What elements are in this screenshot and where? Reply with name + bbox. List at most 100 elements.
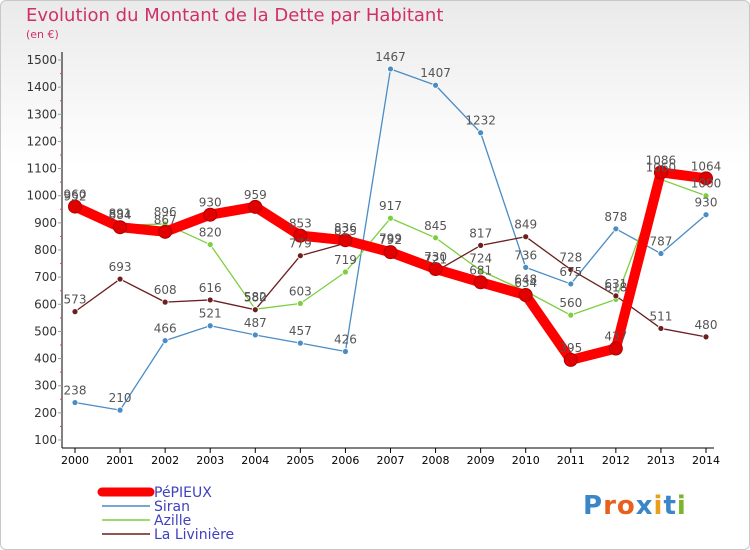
data-point <box>248 199 263 214</box>
data-label: 817 <box>469 226 492 240</box>
y-tick-label: 1300 <box>26 107 57 121</box>
data-point <box>116 406 124 414</box>
data-point <box>567 311 575 319</box>
data-label: 820 <box>199 226 222 240</box>
x-tick-label: 2005 <box>286 454 314 467</box>
data-label: 730 <box>424 250 447 264</box>
data-point <box>338 233 353 248</box>
legend-label: La Livinière <box>154 527 234 543</box>
y-tick-label: 900 <box>34 216 57 230</box>
data-label: 884 <box>109 208 132 222</box>
data-label: 959 <box>244 188 267 202</box>
x-tick-label: 2006 <box>331 454 359 467</box>
data-point <box>702 333 710 341</box>
y-tick-label: 500 <box>34 324 57 338</box>
data-label: 634 <box>514 276 537 290</box>
data-label: 560 <box>559 296 582 310</box>
y-tick-label: 700 <box>34 270 57 284</box>
x-tick-label: 2011 <box>557 454 585 467</box>
data-label: 681 <box>469 263 492 277</box>
data-point <box>71 399 79 406</box>
data-point <box>383 245 398 260</box>
data-point <box>342 348 349 355</box>
x-tick-label: 2000 <box>61 454 89 467</box>
data-point <box>477 129 485 137</box>
data-point <box>206 322 214 330</box>
data-label: 825 <box>334 224 357 238</box>
data-point <box>161 337 169 345</box>
y-tick-label: 1000 <box>26 189 57 203</box>
y-tick-label: 300 <box>34 379 57 393</box>
data-label: 487 <box>244 316 267 330</box>
data-label: 457 <box>289 324 312 338</box>
data-point <box>612 225 620 233</box>
data-point <box>657 325 665 332</box>
data-point <box>567 280 575 288</box>
data-label: 960 <box>64 188 87 202</box>
data-point <box>387 65 394 73</box>
data-label: 853 <box>289 217 312 231</box>
y-tick-label: 1500 <box>26 53 57 67</box>
x-tick-label: 2013 <box>647 454 675 467</box>
data-point <box>522 263 530 271</box>
data-label: 736 <box>514 248 537 262</box>
data-label: 867 <box>154 213 177 227</box>
x-tick-label: 2008 <box>422 454 450 467</box>
data-point <box>432 81 439 89</box>
data-point <box>296 339 304 347</box>
legend-label: PéPIEUX <box>154 485 212 501</box>
data-label: 573 <box>64 293 87 307</box>
data-label: 930 <box>695 196 718 210</box>
x-tick-label: 2002 <box>151 454 179 467</box>
data-label: 845 <box>424 219 447 233</box>
data-point <box>71 308 79 316</box>
data-point <box>161 298 169 306</box>
data-point <box>113 220 128 235</box>
x-tick-label: 2007 <box>377 454 405 467</box>
data-label: 1064 <box>691 159 722 173</box>
x-tick-label: 2010 <box>512 454 540 467</box>
y-tick-label: 1200 <box>26 134 57 148</box>
data-label: 466 <box>154 322 177 336</box>
data-point <box>68 199 82 214</box>
data-label: 618 <box>604 280 627 294</box>
data-label: 1467 <box>375 50 406 64</box>
data-label: 1060 <box>646 160 677 174</box>
x-tick-label: 2004 <box>241 454 269 467</box>
data-point <box>251 331 259 339</box>
data-point <box>518 288 533 303</box>
data-label: 603 <box>289 284 312 298</box>
data-point <box>206 296 214 304</box>
data-label: 693 <box>109 260 132 274</box>
data-label: 724 <box>469 252 492 266</box>
data-label: 787 <box>649 235 672 249</box>
data-point <box>293 228 308 243</box>
data-label: 836 <box>334 221 357 235</box>
data-label: 521 <box>199 307 222 321</box>
data-label: 675 <box>559 265 582 279</box>
data-label: 779 <box>289 237 312 251</box>
chart-unit-label: (en €) <box>26 28 59 41</box>
data-label: 849 <box>514 218 537 232</box>
data-label: 1086 <box>646 153 677 167</box>
data-label: 896 <box>154 205 177 219</box>
data-point <box>522 233 530 241</box>
legend-label: Siran <box>154 499 190 515</box>
data-label: 616 <box>199 281 222 295</box>
data-point <box>612 292 620 300</box>
legend-label: Azille <box>154 513 191 529</box>
data-point <box>702 211 710 219</box>
data-label: 480 <box>695 318 718 332</box>
y-tick-label: 1100 <box>26 162 57 176</box>
data-label: 792 <box>379 233 402 247</box>
x-tick-label: 2009 <box>467 454 495 467</box>
data-point <box>251 306 259 314</box>
data-point <box>699 171 713 186</box>
y-tick-label: 400 <box>34 352 57 366</box>
data-point <box>567 266 575 273</box>
data-label: 582 <box>244 290 267 304</box>
data-label: 511 <box>649 309 672 323</box>
data-label: 799 <box>379 231 402 245</box>
data-point <box>702 192 710 200</box>
